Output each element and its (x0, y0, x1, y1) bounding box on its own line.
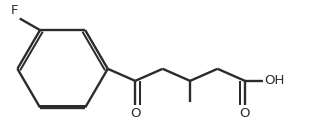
Text: OH: OH (264, 74, 285, 87)
Text: F: F (10, 4, 18, 17)
Text: O: O (130, 108, 140, 120)
Text: O: O (240, 108, 250, 120)
